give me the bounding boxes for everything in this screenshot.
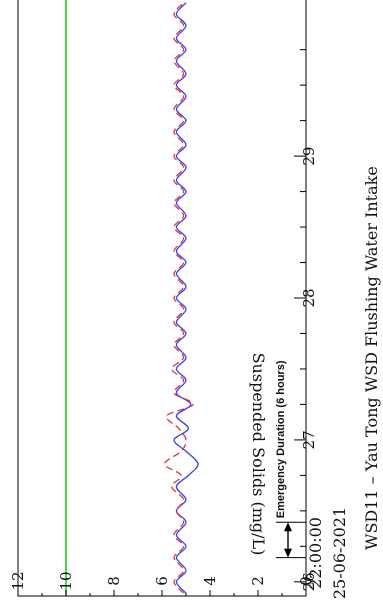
chart-title: WSD11 – Yau Tong WSD Flushing Water Inta…: [362, 166, 381, 550]
y-tick-label: 10: [57, 571, 75, 590]
emergency-duration-label: Emergency Duration (6 hours): [275, 360, 287, 518]
series-group: [163, 2, 199, 594]
y-tick-label: 0: [297, 576, 315, 586]
start-date-label: 25-06-2021: [330, 507, 349, 599]
y-tick-label: 6: [153, 576, 171, 586]
y-tick-label: 8: [105, 576, 123, 586]
x-axis-ticks: 26 27 28 29: [294, 49, 318, 591]
x-tick-label: 27: [300, 430, 318, 449]
series-line-solid: [173, 2, 199, 594]
start-time-label: 22:00:00: [306, 517, 325, 589]
x-tick-label: 28: [300, 288, 318, 307]
x-tick-label: 26: [300, 572, 318, 591]
bracket-arrowhead-bottom: [284, 548, 292, 558]
series-line-dashed: [163, 2, 194, 594]
y-axis-label: Suspended Solids (mg/L): [249, 353, 268, 556]
y-tick-label: 12: [9, 571, 27, 590]
y-tick-label: 2: [249, 576, 267, 586]
y-axis-ticks: 0 2 4 6 8 10 12: [9, 571, 315, 596]
emergency-bracket: Emergency Duration (6 hours): [275, 360, 306, 559]
y-tick-label: 4: [201, 576, 219, 586]
bracket-arrowhead-top: [284, 522, 292, 532]
x-tick-label: 29: [300, 147, 318, 166]
